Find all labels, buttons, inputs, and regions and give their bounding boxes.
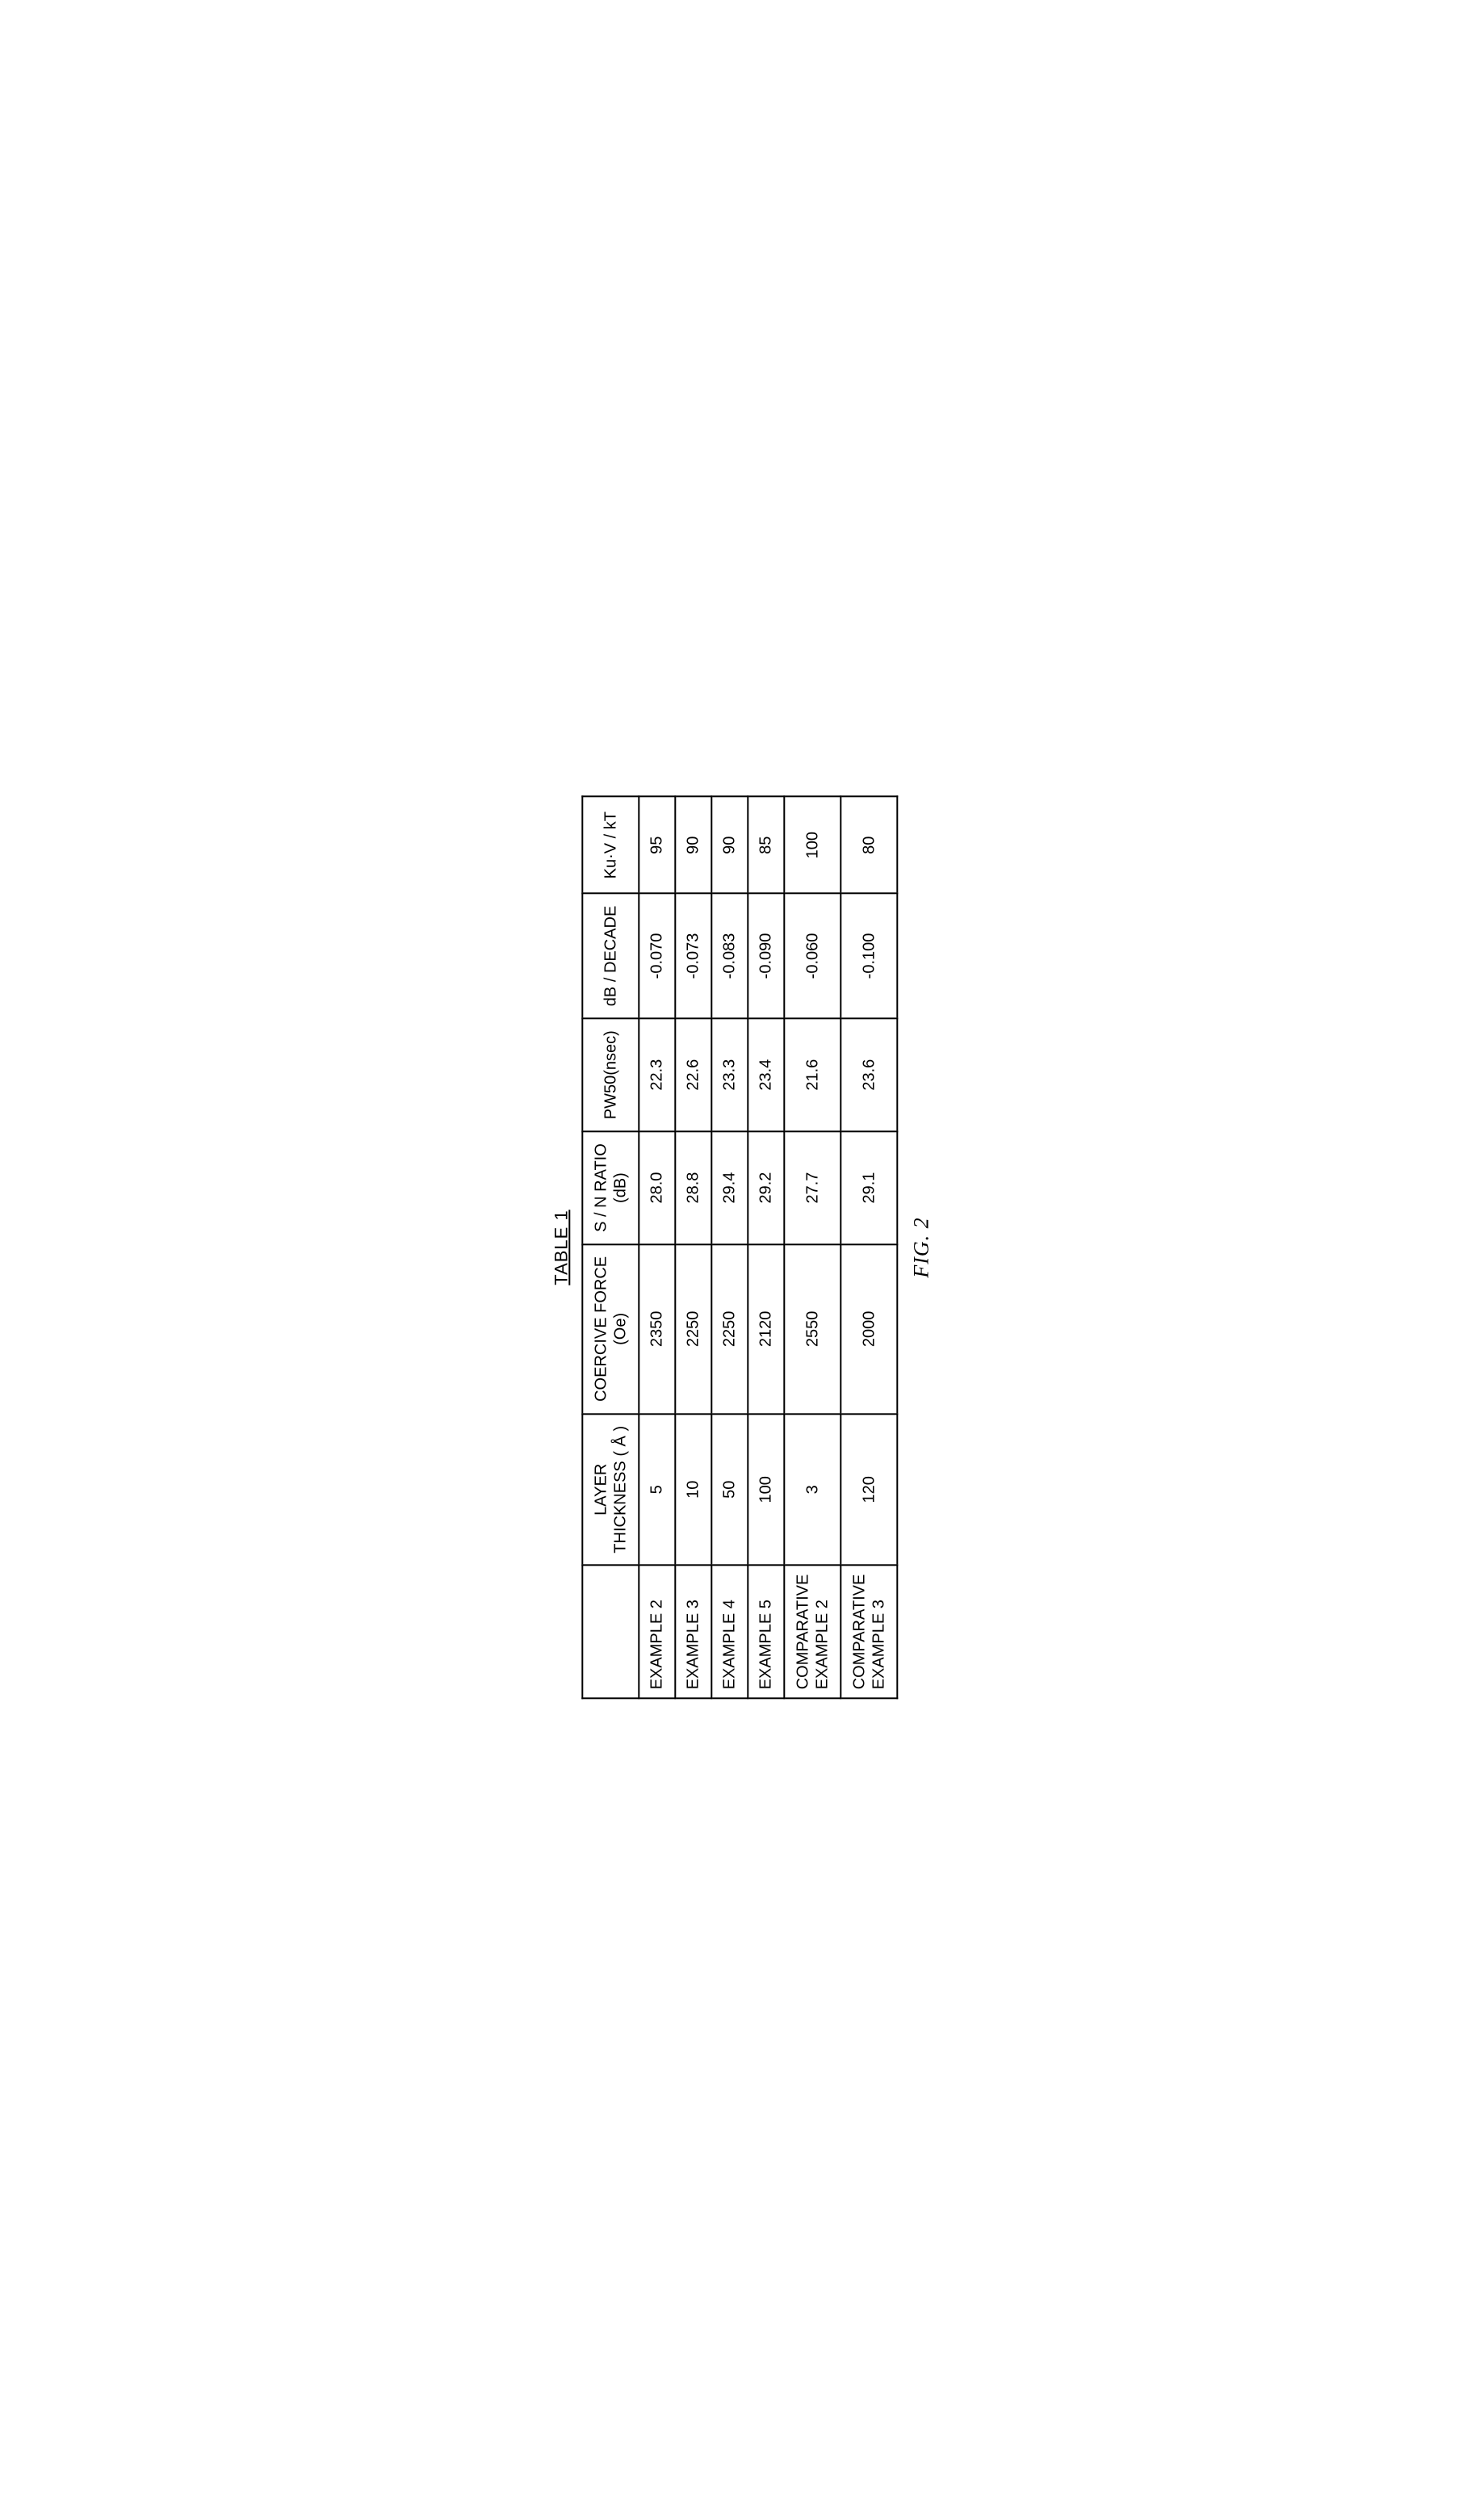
table-header: LAYER THICKNESS ( Å ) COERCIVE FORCE (Oe… [582, 797, 639, 1699]
cell-kuv: 85 [748, 797, 784, 894]
cell-pw50: 23.3 [711, 1018, 748, 1131]
cell-coercive: 2000 [841, 1244, 897, 1414]
cell-coercive: 2250 [675, 1244, 711, 1414]
cell-sn: 28.8 [675, 1131, 711, 1244]
row-label: COMPARATIVE EXAMPLE 2 [784, 1566, 841, 1699]
row-label-line2: EXAMPLE 2 [813, 1600, 831, 1689]
cell-pw50: 23.6 [841, 1018, 897, 1131]
header-coercive: COERCIVE FORCE (Oe) [582, 1244, 639, 1414]
cell-coercive: 2350 [639, 1244, 675, 1414]
header-kuv: Ku·V / kT [582, 797, 639, 894]
cell-db: -0.070 [639, 894, 675, 1018]
header-thickness-line2: THICKNESS ( Å ) [611, 1426, 629, 1554]
row-label: COMPARATIVE EXAMPLE 3 [841, 1566, 897, 1699]
row-label: EXAMPLE 3 [675, 1566, 711, 1699]
cell-coercive: 2120 [748, 1244, 784, 1414]
cell-thickness: 50 [711, 1414, 748, 1566]
table-row: EXAMPLE 4 50 2250 29.4 23.3 -0.083 90 [711, 797, 748, 1699]
cell-sn: 27.7 [784, 1131, 841, 1244]
cell-sn: 29.1 [841, 1131, 897, 1244]
row-label-line1: COMPARATIVE [794, 1575, 811, 1690]
header-thickness: LAYER THICKNESS ( Å ) [582, 1414, 639, 1566]
cell-kuv: 100 [784, 797, 841, 894]
cell-kuv: 80 [841, 797, 897, 894]
row-label: EXAMPLE 4 [711, 1566, 748, 1699]
table-row: COMPARATIVE EXAMPLE 3 120 2000 29.1 23.6… [841, 797, 897, 1699]
table-row: EXAMPLE 5 100 2120 29.2 23.4 -0.090 85 [748, 797, 784, 1699]
table-title: TABLE 1 [551, 796, 572, 1700]
cell-thickness: 100 [748, 1414, 784, 1566]
cell-db: -0.083 [711, 894, 748, 1018]
data-table: LAYER THICKNESS ( Å ) COERCIVE FORCE (Oe… [581, 796, 898, 1700]
cell-pw50: 22.6 [675, 1018, 711, 1131]
cell-sn: 28.0 [639, 1131, 675, 1244]
page-container: TABLE 1 LAYER THICKNESS ( Å ) COERCIVE F… [551, 796, 933, 1700]
table-row: EXAMPLE 2 5 2350 28.0 22.3 -0.070 95 [639, 797, 675, 1699]
header-coercive-line1: COERCIVE FORCE [592, 1256, 610, 1402]
cell-pw50: 23.4 [748, 1018, 784, 1131]
cell-thickness: 5 [639, 1414, 675, 1566]
header-sn-line1: S / N RATIO [592, 1143, 610, 1232]
row-label: EXAMPLE 5 [748, 1566, 784, 1699]
cell-db: -0.090 [748, 894, 784, 1018]
table-body: EXAMPLE 2 5 2350 28.0 22.3 -0.070 95 EXA… [639, 797, 897, 1699]
header-row: LAYER THICKNESS ( Å ) COERCIVE FORCE (Oe… [582, 797, 639, 1699]
cell-kuv: 90 [711, 797, 748, 894]
cell-db: -0.060 [784, 894, 841, 1018]
row-label: EXAMPLE 2 [639, 1566, 675, 1699]
cell-coercive: 2250 [711, 1244, 748, 1414]
cell-coercive: 2550 [784, 1244, 841, 1414]
table-row: EXAMPLE 3 10 2250 28.8 22.6 -0.073 90 [675, 797, 711, 1699]
cell-thickness: 3 [784, 1414, 841, 1566]
header-blank [582, 1566, 639, 1699]
header-db-decade: dB / DECADE [582, 894, 639, 1018]
header-coercive-line2: (Oe) [611, 1313, 629, 1345]
header-pw50: PW50(nsec) [582, 1018, 639, 1131]
cell-thickness: 120 [841, 1414, 897, 1566]
cell-kuv: 95 [639, 797, 675, 894]
header-sn-line2: (dB) [611, 1172, 629, 1203]
table-row: COMPARATIVE EXAMPLE 2 3 2550 27.7 21.6 -… [784, 797, 841, 1699]
cell-sn: 29.4 [711, 1131, 748, 1244]
cell-db: -0.073 [675, 894, 711, 1018]
cell-pw50: 21.6 [784, 1018, 841, 1131]
header-sn: S / N RATIO (dB) [582, 1131, 639, 1244]
cell-sn: 29.2 [748, 1131, 784, 1244]
cell-db: -0.100 [841, 894, 897, 1018]
header-thickness-line1: LAYER [592, 1464, 610, 1516]
cell-kuv: 90 [675, 797, 711, 894]
cell-thickness: 10 [675, 1414, 711, 1566]
figure-caption: FIG. 2 [909, 796, 933, 1700]
row-label-line2: EXAMPLE 3 [870, 1600, 887, 1689]
row-label-line1: COMPARATIVE [850, 1575, 868, 1690]
cell-pw50: 22.3 [639, 1018, 675, 1131]
